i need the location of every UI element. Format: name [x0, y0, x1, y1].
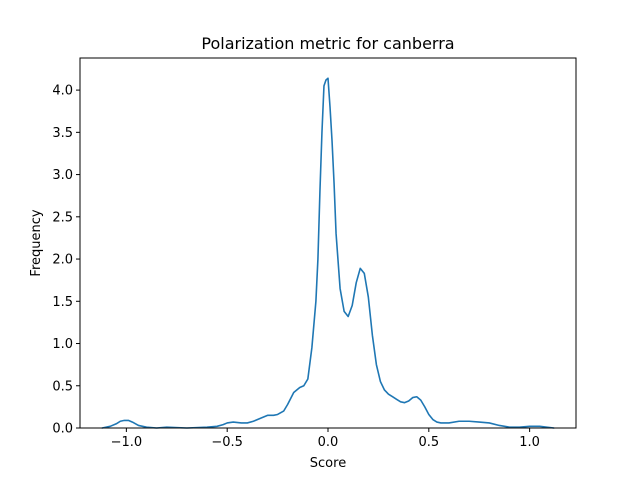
x-tick-label: −1.0	[111, 435, 143, 450]
y-tick-label: 0.5	[52, 379, 73, 394]
y-tick-label: 0.0	[52, 422, 73, 437]
density-line	[101, 77, 555, 429]
plot-area-background	[80, 58, 576, 428]
y-tick-label: 4.0	[52, 84, 73, 99]
y-tick-label: 2.5	[52, 210, 73, 225]
x-tick-label: 0.5	[418, 435, 439, 450]
x-tick-label: 0.0	[318, 435, 339, 450]
y-tick-label: 1.0	[52, 337, 73, 352]
y-tick-label: 3.0	[52, 168, 73, 183]
y-axis-title: Frequency	[29, 209, 44, 276]
x-tick-label: 1.0	[519, 435, 540, 450]
y-axis-ticks: 0.0 0.5 1.0 1.5 2.0 2.5 3.0 3.5 4.0	[52, 84, 80, 437]
x-axis-ticks: −1.0 −0.5 0.0 0.5 1.0	[111, 428, 540, 450]
x-axis-title: Score	[310, 456, 346, 471]
chart-title: Polarization metric for canberra	[201, 34, 454, 53]
x-tick-label: −0.5	[211, 435, 243, 450]
y-tick-label: 2.0	[52, 253, 73, 268]
y-tick-label: 1.5	[52, 295, 73, 310]
y-tick-label: 3.5	[52, 126, 73, 141]
plot-frame	[79, 57, 577, 429]
